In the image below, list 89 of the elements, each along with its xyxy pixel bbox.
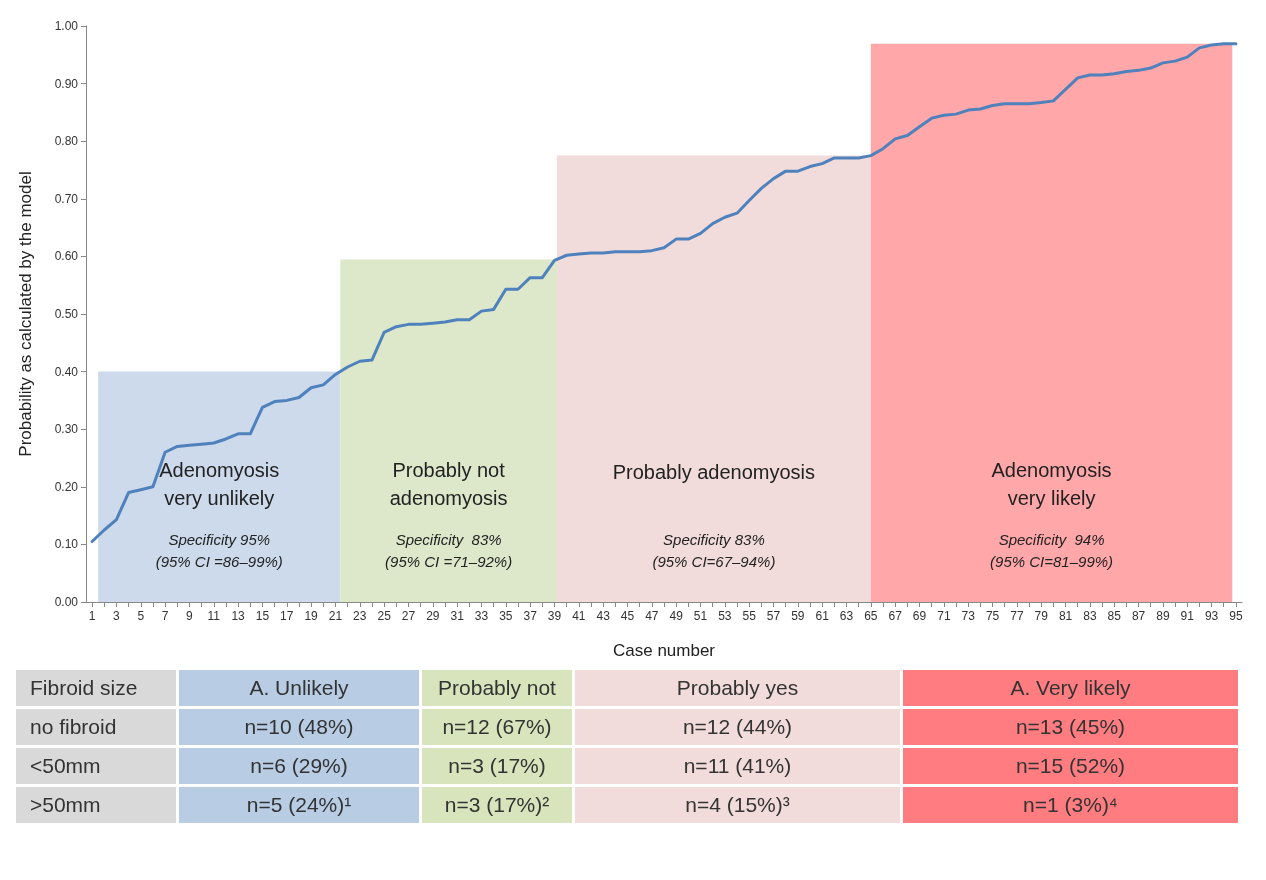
- x-tick-label: 29: [426, 609, 440, 623]
- text: n=3 (17%)²: [422, 787, 572, 823]
- text: <50mm: [16, 748, 176, 784]
- x-tick-label: 31: [450, 609, 465, 623]
- text: n=13 (45%): [903, 709, 1238, 745]
- x-tick-label: 91: [1180, 609, 1195, 623]
- x-tick-label: 59: [791, 609, 805, 623]
- x-tick-label: 73: [961, 609, 976, 623]
- x-tick-label: 39: [547, 609, 562, 623]
- x-tick-label: 67: [888, 609, 903, 623]
- x-tick-label: 53: [718, 609, 732, 623]
- x-tick-label: 13: [231, 609, 246, 623]
- y-tick-label: 0.70: [54, 191, 79, 206]
- x-tick-label: 85: [1107, 609, 1122, 623]
- y-tick-label: 0.00: [54, 595, 79, 609]
- x-tick-label: 23: [353, 609, 367, 623]
- y-tick-label: 0.40: [54, 364, 79, 379]
- y-tick-label: 0.60: [54, 249, 79, 264]
- x-tick-label: 51: [693, 609, 708, 623]
- text: n=5 (24%)¹: [179, 787, 419, 823]
- x-tick-label: 75: [985, 609, 1000, 623]
- text: no fibroid: [16, 709, 176, 745]
- y-tick-label: 0.50: [54, 307, 79, 321]
- x-tick-label: 3: [113, 609, 121, 623]
- x-tick-label: 57: [766, 609, 781, 623]
- text: A. Unlikely: [179, 670, 419, 706]
- x-tick-label: 81: [1058, 609, 1073, 623]
- text: n=4 (15%)³: [575, 787, 900, 823]
- text: n=6 (29%): [179, 748, 419, 784]
- y-tick-label: 0.80: [54, 134, 79, 149]
- text: n=1 (3%)⁴: [903, 787, 1238, 823]
- x-tick-label: 45: [620, 609, 635, 623]
- x-tick-label: 95: [1229, 609, 1243, 623]
- x-tick-label: 5: [137, 609, 145, 623]
- x-tick-label: 49: [669, 609, 684, 623]
- x-tick-label: 93: [1204, 609, 1219, 623]
- x-tick-label: 19: [304, 609, 319, 623]
- x-tick-label: 79: [1034, 609, 1049, 623]
- y-tick-label: 0.90: [54, 76, 79, 91]
- x-tick-label: 17: [280, 609, 294, 623]
- x-tick-label: 37: [523, 609, 538, 623]
- x-tick-label: 69: [912, 609, 927, 623]
- text: n=3 (17%): [422, 748, 572, 784]
- y-tick-label: 0.30: [54, 422, 79, 437]
- text: n=12 (44%): [575, 709, 900, 745]
- band-label: Adenomyosis very unlikely: [159, 459, 280, 509]
- text: n=10 (48%): [179, 709, 419, 745]
- annotation: Specificity 83% (95% CI=67–94%): [652, 530, 776, 570]
- annotation: Specificity 83% (95% CI =71–92%): [385, 530, 513, 570]
- x-tick-label: 11: [207, 609, 221, 623]
- text: n=12 (67%): [422, 709, 572, 745]
- band-label: Adenomyosis very likely: [991, 459, 1112, 509]
- x-tick-label: 87: [1131, 609, 1146, 623]
- x-tick-label: 27: [401, 609, 416, 623]
- x-tick-label: 33: [474, 609, 489, 623]
- x-tick-label: 41: [572, 609, 586, 623]
- x-tick-label: 21: [328, 609, 343, 623]
- text: Fibroid size: [16, 670, 176, 706]
- text: A. Very likely: [903, 670, 1238, 706]
- text: Probably yes: [575, 670, 900, 706]
- x-axis-title: Case number: [612, 641, 716, 660]
- x-tick-label: 47: [645, 609, 659, 623]
- y-tick-label: 0.10: [54, 537, 79, 552]
- x-tick-label: 89: [1156, 609, 1170, 623]
- text: >50mm: [16, 787, 176, 823]
- x-tick-label: 35: [499, 609, 513, 623]
- x-tick-label: 55: [742, 609, 757, 623]
- text: n=15 (52%): [903, 748, 1238, 784]
- annotation: Specificity 94% (95% CI=81–99%): [990, 530, 1114, 570]
- x-tick-label: 83: [1083, 609, 1097, 623]
- x-tick-label: 77: [1010, 609, 1024, 623]
- band-label: Probably not adenomyosis: [389, 459, 508, 509]
- annotation: Specificity 95% (95% CI =86–99%): [155, 530, 283, 570]
- x-tick-label: 43: [596, 609, 611, 623]
- x-tick-label: 61: [815, 609, 830, 623]
- y-tick-label: 0.20: [54, 479, 79, 494]
- y-tick-label: 1.00: [54, 19, 79, 33]
- x-tick-label: 63: [839, 609, 854, 623]
- x-tick-label: 71: [937, 609, 951, 623]
- x-tick-label: 7: [161, 609, 169, 623]
- x-tick-label: 1: [88, 609, 96, 623]
- x-tick-label: 9: [186, 609, 194, 623]
- x-tick-label: 15: [255, 609, 270, 623]
- text: n=11 (41%): [575, 748, 900, 784]
- band-label: Probably adenomyosis: [612, 461, 816, 483]
- y-axis-title: Probability as calculated by the model: [16, 171, 35, 457]
- x-tick-label: 65: [864, 609, 878, 623]
- text: Probably not: [422, 670, 572, 706]
- x-tick-label: 25: [377, 609, 392, 623]
